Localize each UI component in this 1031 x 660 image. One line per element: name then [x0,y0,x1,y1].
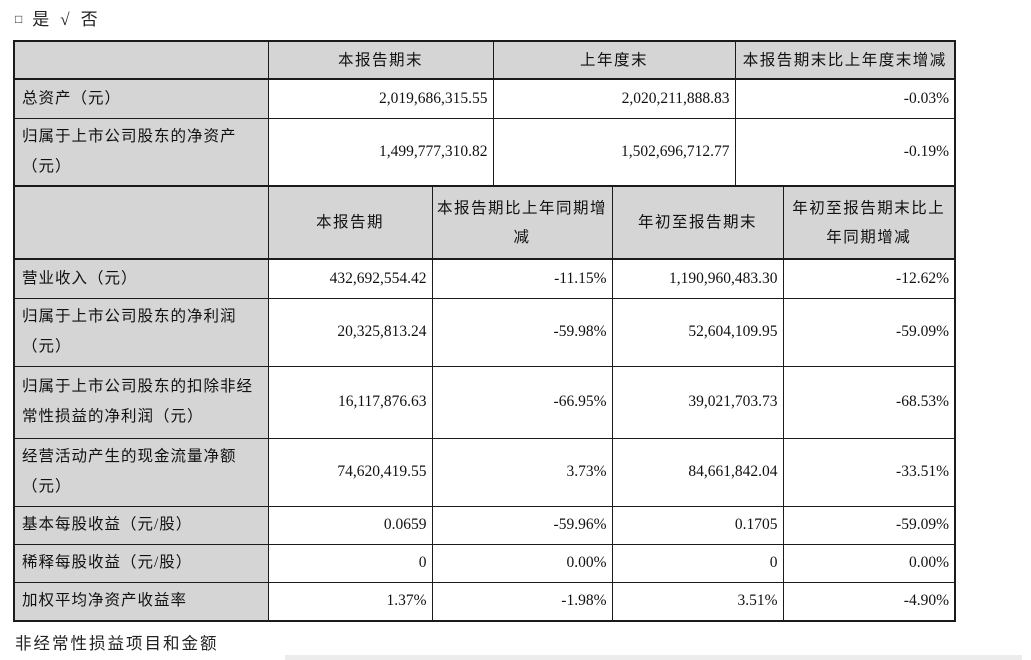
value-cell: 432,692,554.42 [267,258,433,299]
column-header: 本报告期比上年同期增减 [431,185,613,260]
value-cell: 0.1705 [611,505,784,545]
value-cell: 0.00% [782,543,956,583]
row-label: 归属于上市公司股东的净利润（元） [13,297,269,367]
value-cell: 52,604,109.95 [611,297,784,367]
corner-cell [13,185,269,260]
value-cell: 0 [611,543,784,583]
row-label: 总资产（元） [13,78,269,119]
value-cell: 1,190,960,483.30 [611,258,784,299]
value-cell: -59.98% [431,297,613,367]
value-cell: -33.51% [782,437,956,507]
table-row: 总资产（元） 2,019,686,315.55 2,020,211,888.83… [13,78,956,119]
period-end-indicators-table: 本报告期末 上年度末 本报告期末比上年度末增减 总资产（元） 2,019,686… [13,40,956,187]
checkbox-icon: □ [15,12,23,26]
value-cell: -59.96% [431,505,613,545]
row-label: 归属于上市公司股东的净资产（元） [13,117,269,187]
value-cell: 3.51% [611,581,784,622]
yes-no-line: □ 是 √ 否 [15,5,98,30]
value-cell: 1,499,777,310.82 [267,117,494,187]
value-cell: 1.37% [267,581,433,622]
value-cell: -59.09% [782,505,956,545]
no-label: 否 [80,10,98,29]
table-row: 营业收入（元） 432,692,554.42 -11.15% 1,190,960… [13,258,956,299]
value-cell: 16,117,876.63 [267,365,433,439]
reporting-period-indicators-table: 本报告期 本报告期比上年同期增减 年初至报告期末 年初至报告期末比上年同期增减 … [13,185,956,622]
value-cell: 3.73% [431,437,613,507]
check-mark-icon: √ [60,10,70,29]
value-cell: -0.03% [734,78,956,119]
table-row: 归属于上市公司股东的净资产（元） 1,499,777,310.82 1,502,… [13,117,956,187]
value-cell: 0.00% [431,543,613,583]
value-cell: -66.95% [431,365,613,439]
column-header: 本报告期 [267,185,433,260]
row-label: 归属于上市公司股东的扣除非经常性损益的净利润（元） [13,365,269,439]
value-cell: 20,325,813.24 [267,297,433,367]
column-header: 年初至报告期末比上年同期增减 [782,185,956,260]
value-cell: -11.15% [431,258,613,299]
column-header: 本报告期末 [267,40,494,80]
cutoff-next-table-edge [285,655,1022,660]
value-cell: 84,661,842.04 [611,437,784,507]
value-cell: 2,019,686,315.55 [267,78,494,119]
value-cell: -59.09% [782,297,956,367]
column-header: 上年度末 [492,40,736,80]
row-label: 营业收入（元） [13,258,269,299]
table-row: 加权平均净资产收益率 1.37% -1.98% 3.51% -4.90% [13,581,956,622]
value-cell: 74,620,419.55 [267,437,433,507]
value-cell: -12.62% [782,258,956,299]
value-cell: -4.90% [782,581,956,622]
value-cell: 0 [267,543,433,583]
value-cell: 1,502,696,712.77 [492,117,736,187]
table-row: 归属于上市公司股东的净利润（元） 20,325,813.24 -59.98% 5… [13,297,956,367]
value-cell: 2,020,211,888.83 [492,78,736,119]
column-header: 本报告期末比上年度末增减 [734,40,956,80]
corner-cell [13,40,269,80]
column-header: 年初至报告期末 [611,185,784,260]
row-label: 稀释每股收益（元/股） [13,543,269,583]
value-cell: -1.98% [431,581,613,622]
row-label: 基本每股收益（元/股） [13,505,269,545]
table-row: 经营活动产生的现金流量净额（元） 74,620,419.55 3.73% 84,… [13,437,956,507]
yes-label: 是 [32,10,50,29]
table-row: 归属于上市公司股东的扣除非经常性损益的净利润（元） 16,117,876.63 … [13,365,956,439]
table-row: 稀释每股收益（元/股） 0 0.00% 0 0.00% [13,543,956,583]
value-cell: 0.0659 [267,505,433,545]
table-row: 基本每股收益（元/股） 0.0659 -59.96% 0.1705 -59.09… [13,505,956,545]
value-cell: -68.53% [782,365,956,439]
value-cell: 39,021,703.73 [611,365,784,439]
key-indicators-tables: 本报告期末 上年度末 本报告期末比上年度末增减 总资产（元） 2,019,686… [13,40,956,622]
next-section-title: 非经常性损益项目和金额 [15,634,219,653]
row-label: 经营活动产生的现金流量净额（元） [13,437,269,507]
value-cell: -0.19% [734,117,956,187]
row-label: 加权平均净资产收益率 [13,581,269,622]
